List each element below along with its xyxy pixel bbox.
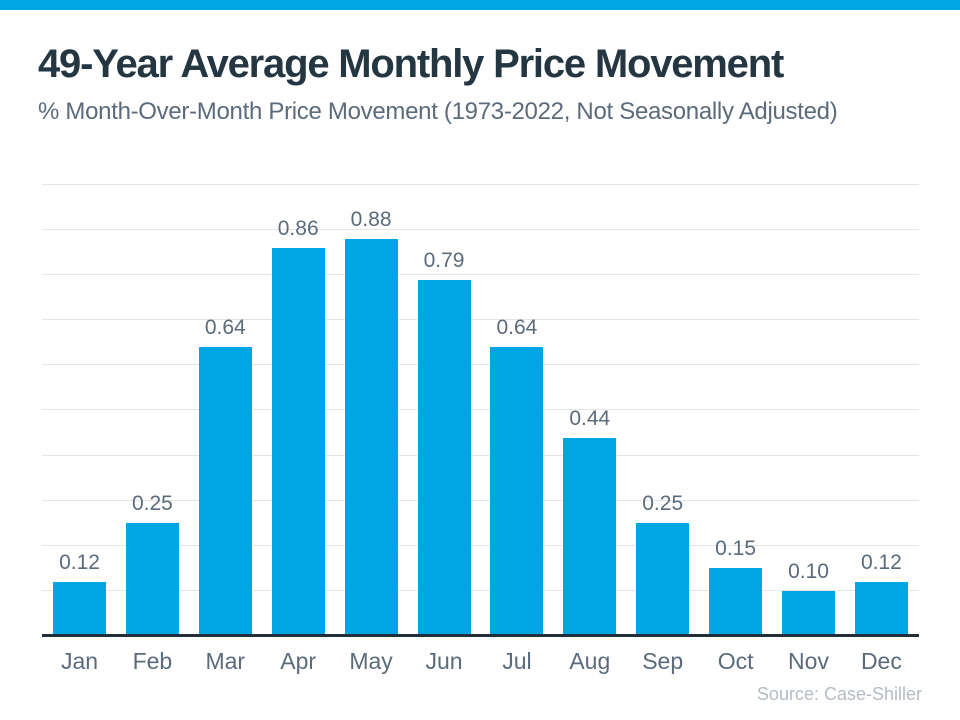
source-note: Source: Case-Shiller [756,684,922,704]
bar-value-label: 0.64 [204,316,246,340]
top-accent-bar [0,0,960,10]
bar-feb [125,523,179,636]
x-axis-label-jun: Jun [425,648,463,674]
bar-jul [490,347,544,636]
bar-value-label: 0.86 [277,217,319,241]
bar-value-label: 0.12 [860,550,902,574]
x-axis-label-apr: Apr [280,648,317,674]
plot-area: 0.12 0.25 0.64 0.86 0.88 0.79 0.64 0.44 0.25 0.15… [42,184,919,636]
bar-nov [782,590,835,636]
bar-aug [563,437,617,636]
gridline [42,500,919,501]
x-axis-label-nov: Nov [788,648,829,674]
bar-value-label: 0.88 [350,208,392,232]
x-axis-label-sep: Sep [642,648,684,674]
x-axis-label-jul: Jul [502,648,532,674]
bar-dec [854,581,908,636]
bar-mar [198,347,252,636]
x-axis-label-may: May [349,648,393,674]
bar-apr [271,248,325,636]
gridline [42,455,919,456]
x-axis-labels: Jan Feb Mar Apr May Jun Jul Aug Sep Oct Nov Dec [42,648,919,678]
bar-oct [709,568,763,636]
page-subtitle: % Month-Over-Month Price Movement (1973-… [38,98,838,125]
gridline [42,409,919,410]
bar-value-label: 0.44 [569,406,611,430]
bar-value-label: 0.79 [423,248,465,272]
bar-value-label: 0.64 [496,316,538,340]
x-axis-line [42,634,919,637]
gridline [42,545,919,546]
gridline [42,184,919,185]
x-axis-label-oct: Oct [717,648,754,674]
bar-jan [53,581,106,636]
bar-sep [636,523,690,636]
gridline [42,590,919,591]
x-axis-label-jan: Jan [60,648,99,674]
gridline [42,229,919,230]
bar-value-label: 0.25 [131,492,173,516]
x-axis-label-aug: Aug [569,648,611,674]
x-axis-label-feb: Feb [132,648,173,674]
bar-value-label: 0.25 [642,492,684,516]
bar-value-label: 0.12 [59,550,100,574]
x-axis-label-mar: Mar [205,648,246,674]
page-title: 49-Year Average Monthly Price Movement [38,42,784,86]
gridline [42,319,919,320]
bar-value-label: 0.10 [788,559,829,583]
bar-jun [417,279,471,636]
bar-value-label: 0.15 [715,537,757,561]
gridline [42,274,919,275]
x-axis-label-dec: Dec [860,648,902,674]
gridline [42,364,919,365]
bar-may [344,239,398,636]
